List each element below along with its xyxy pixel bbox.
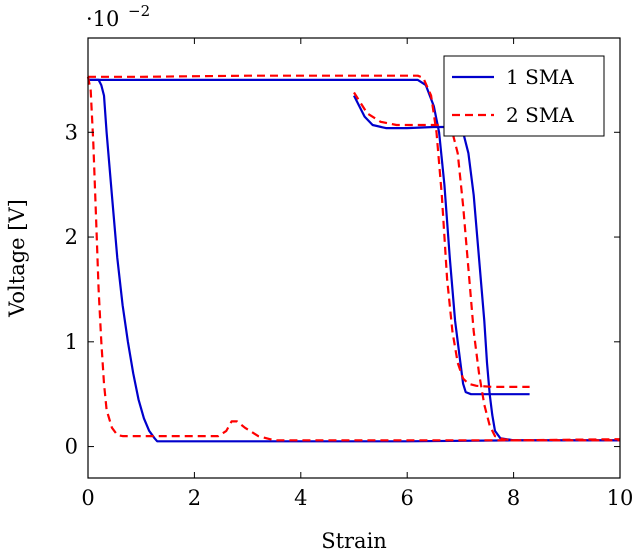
x-axis-label: Strain: [321, 529, 387, 553]
series-layer: [86, 74, 621, 443]
y-axis-label: Voltage [V]: [5, 199, 29, 318]
x-tick-label: 8: [507, 486, 520, 510]
y-tick-label: 2: [65, 225, 78, 249]
y-axis-multiplier: ·10: [86, 7, 119, 31]
series-line-1-sma-3: [353, 95, 620, 442]
plot-frame: [87, 37, 621, 479]
legend-box: [443, 55, 605, 137]
series-line-1-sma-2: [88, 78, 530, 396]
y-tick-label: 0: [65, 435, 78, 459]
y-tick-label: 1: [65, 330, 78, 354]
x-tick-label: 6: [401, 486, 414, 510]
x-tick-label: 10: [607, 486, 633, 510]
y-axis-multiplier-exponent: −2: [128, 2, 150, 20]
x-tick-label: 2: [188, 486, 201, 510]
ticks-layer: 0 2 4 6 8 10 0 1 2 3: [65, 38, 633, 510]
legend-label-2-sma: 2 SMA: [506, 103, 574, 127]
legend-label-1-sma: 1 SMA: [506, 65, 574, 89]
series-line-2-sma-1: [86, 76, 621, 442]
x-tick-label: 0: [81, 486, 94, 510]
series-line-2-sma-3: [353, 91, 620, 442]
legend: 1 SMA 2 SMA: [443, 55, 605, 137]
series-line-2-sma-2: [88, 74, 530, 388]
y-tick-label: 3: [65, 120, 78, 144]
x-tick-label: 4: [294, 486, 307, 510]
